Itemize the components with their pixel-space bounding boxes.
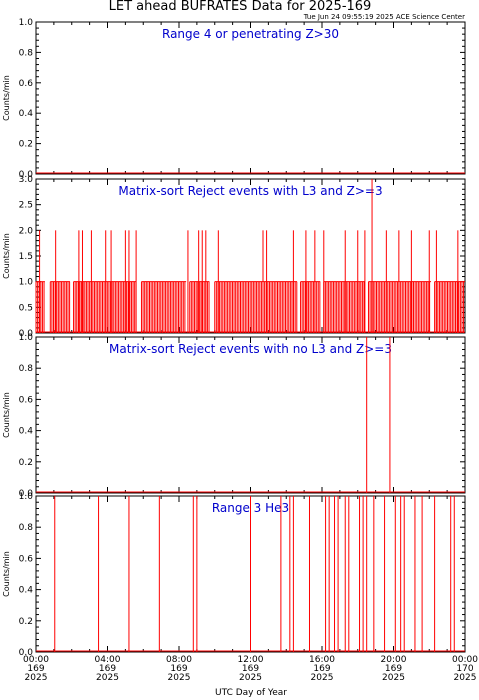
x-tick-label-doy: 169 [99,664,116,674]
panels-group: 0.0 0.2 0.4 0.6 0.8 1.0 Counts/min Range 4 or p… [2,18,478,683]
x-tick-label-time: 20:00 [381,655,407,665]
y-tick-label: 2.5 [19,201,33,211]
y-tick-label: 0.8 [19,523,34,533]
x-tick-label-year: 2025 [454,673,477,683]
y-tick-label: 0.0 [19,170,34,180]
y-axis-label: Counts/min [2,551,11,597]
x-tick-label-doy: 169 [170,664,187,674]
x-tick-label-doy: 169 [385,664,402,674]
y-tick-label: 0.6 [19,395,34,405]
panel-2: 0.0 0.5 1.0 1.5 2.0 2.5 3.0 Counts/min Matrix-so… [2,175,466,339]
y-tick-label: 1.0 [19,18,34,28]
panel-title: Matrix-sort Reject events with L3 and Z>… [118,184,382,198]
y-axis-label: Counts/min [2,392,11,438]
y-tick-label: 0.8 [19,364,34,374]
timestamp-label: Tue Jun 24 09:55:19 2025 ACE Science Cen… [303,13,465,21]
y-tick-label: 0.2 [19,458,33,468]
panel-3: 0.0 0.2 0.4 0.6 0.8 1.0 Counts/min Matrix-sort … [2,333,466,499]
x-axis-label: UTC Day of Year [215,688,287,698]
x-tick-label-time: 12:00 [238,655,264,665]
y-tick-label: 0.0 [19,489,34,499]
y-tick-label: 1.0 [19,333,34,343]
panel-title: Matrix-sort Reject events with no L3 and… [109,342,392,356]
x-tick-label-doy: 169 [27,664,44,674]
plot-frame [35,21,466,175]
x-tick-label-doy: 169 [313,664,330,674]
x-tick-label-year: 2025 [239,673,262,683]
y-tick-label: 0.0 [19,648,34,658]
y-tick-label: 0.8 [19,48,34,58]
y-tick-label: 1.0 [19,492,34,502]
x-tick-label-time: 16:00 [309,655,335,665]
y-tick-label: 1.5 [19,252,33,262]
x-tick-label-time: 04:00 [95,655,121,665]
x-tick-label-time: 08:00 [166,655,192,665]
x-tick-label-time: 00:00 [23,655,49,665]
panel-title: Range 4 or penetrating Z>30 [162,27,339,41]
y-tick-label: 0.6 [19,79,34,89]
y-tick-label: 0.2 [19,140,33,150]
y-tick-label: 3.0 [19,175,34,185]
y-tick-label: 0.5 [19,303,33,313]
y-tick-label: 0.2 [19,617,33,627]
y-axis-label: Counts/min [2,75,11,121]
y-axis-label: Counts/min [2,233,11,279]
y-tick-label: 0.4 [19,109,34,119]
chart-title: LET ahead BUFRATES Data for 2025-169 [109,0,372,14]
x-tick-label-year: 2025 [25,673,48,683]
x-tick-label-year: 2025 [311,673,334,683]
y-tick-label: 0.4 [19,427,34,437]
x-tick-label-doy: 170 [456,664,473,674]
plot-frame [35,336,466,494]
x-tick-label-year: 2025 [168,673,191,683]
panel-1: 0.0 0.2 0.4 0.6 0.8 1.0 Counts/min Range 4 or p… [2,18,466,180]
x-tick-label-doy: 169 [242,664,259,674]
y-tick-label: 0.4 [19,586,34,596]
x-tick-label-time: 00:00 [452,655,478,665]
y-tick-label: 1.0 [19,278,34,288]
y-tick-label: 2.0 [19,226,34,236]
x-tick-label-year: 2025 [382,673,405,683]
y-tick-label: 0.6 [19,554,34,564]
x-tick-label-year: 2025 [96,673,119,683]
y-tick-label: 0.0 [19,329,34,339]
